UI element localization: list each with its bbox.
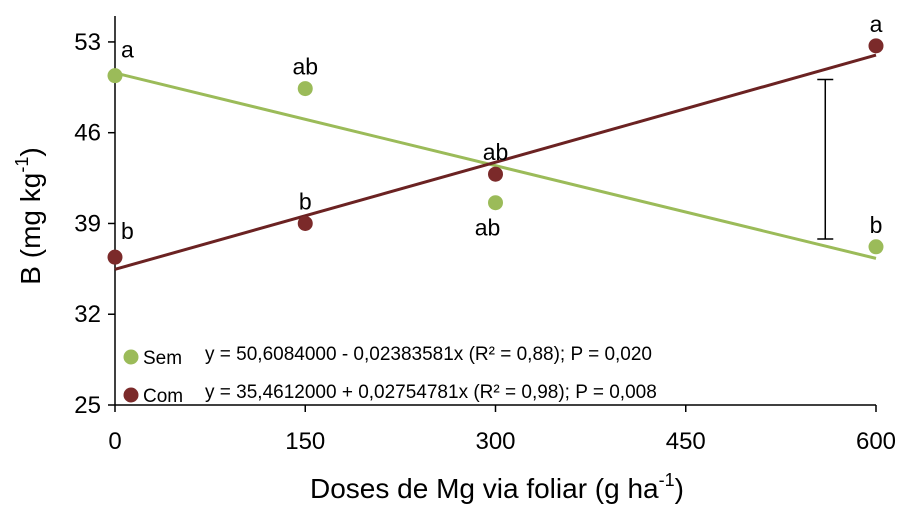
legend-marker-com — [123, 387, 139, 403]
x-axis-title: Doses de Mg via foliar (g ha-1) — [310, 470, 684, 504]
equation-sem: y = 50,6084000 - 0,02383581x (R² = 0,88)… — [205, 344, 652, 365]
equation-com: y = 35,4612000 + 0,02754781x (R² = 0,98)… — [205, 382, 657, 403]
y-tick-label: 32 — [74, 301, 101, 328]
sig-label-com-150: b — [299, 188, 312, 214]
sig-label-sem-600: b — [870, 212, 883, 238]
point-com-150 — [297, 215, 313, 231]
sig-label-sem-150: ab — [292, 54, 318, 80]
sig-label-com-0: b — [121, 218, 134, 244]
point-com-300 — [488, 166, 503, 182]
y-tick-label: 39 — [74, 210, 101, 237]
x-tick-label: 600 — [856, 428, 896, 455]
sig-label-com-600: a — [870, 11, 883, 37]
sig-label-sem-300: ab — [475, 215, 501, 241]
legend-label-com: Com — [143, 386, 183, 407]
point-com-0 — [107, 249, 123, 265]
x-tick-label: 0 — [108, 428, 121, 455]
legend-label-sem: Sem — [143, 348, 182, 369]
legend: Sem y = 50,6084000 - 0,02383581x (R² = 0,… — [123, 344, 657, 407]
axes: 25 32 39 46 53 0 150 300 450 600 — [74, 16, 896, 455]
point-sem-600 — [868, 239, 884, 255]
trendline-sem — [114, 71, 877, 260]
x-tick-label: 300 — [475, 428, 515, 455]
x-tick-label: 150 — [285, 428, 325, 455]
sig-label-sem-0: a — [121, 37, 134, 63]
trendline-com — [114, 53, 877, 271]
trendlines — [114, 53, 877, 271]
y-tick-label: 25 — [74, 392, 101, 419]
legend-marker-sem — [123, 349, 139, 365]
x-tick-label: 450 — [666, 428, 706, 455]
y-tick-label: 53 — [74, 29, 101, 56]
point-sem-150 — [297, 81, 313, 97]
sig-label-com-300: ab — [483, 139, 509, 165]
point-com-600 — [868, 38, 884, 54]
point-sem-0 — [107, 68, 123, 84]
error-bar — [817, 78, 834, 240]
significance-labels: a ab ab b b b ab a — [121, 11, 883, 244]
point-sem-300 — [488, 195, 503, 211]
y-axis-title: B (mg kg-1) — [12, 147, 46, 284]
data-points — [107, 38, 884, 265]
y-tick-label: 46 — [74, 120, 101, 147]
